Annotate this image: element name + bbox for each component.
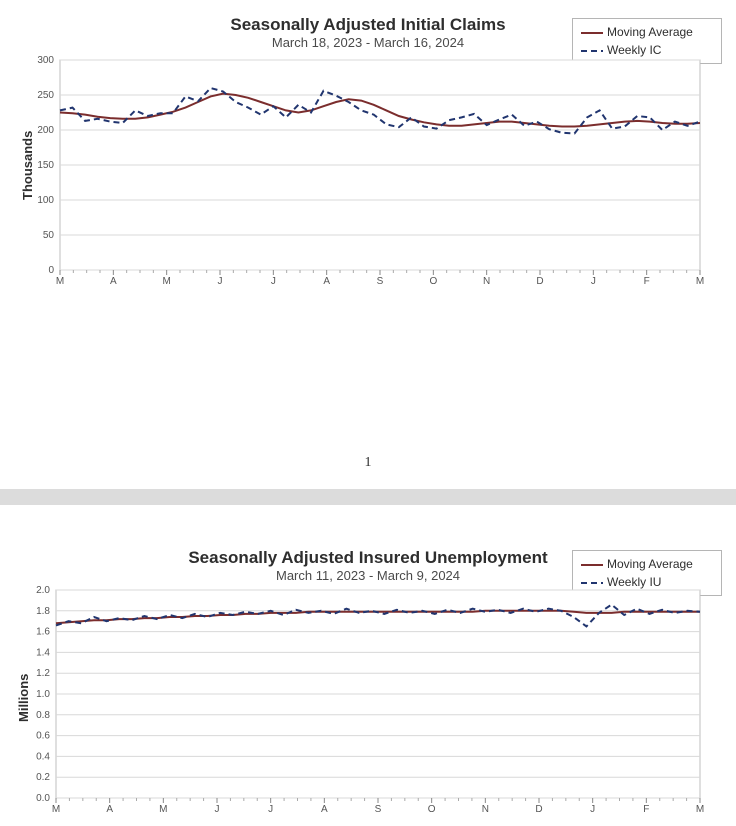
x-tick-label: J (590, 804, 595, 815)
x-tick-label: M (159, 804, 167, 815)
y-tick-label: 1.8 (36, 606, 50, 617)
x-tick-label: M (696, 276, 704, 287)
x-tick-label: J (268, 804, 273, 815)
x-tick-label: N (482, 804, 489, 815)
x-tick-label: A (321, 804, 328, 815)
y-tick-label: 150 (37, 160, 54, 171)
x-tick-label: F (643, 804, 649, 815)
x-tick-label: A (110, 276, 117, 287)
y-tick-label: 50 (43, 230, 55, 241)
y-tick-label: 0.2 (36, 772, 50, 783)
y-tick-label: 250 (37, 90, 54, 101)
x-tick-label: D (536, 276, 543, 287)
x-tick-label: A (106, 804, 113, 815)
x-tick-label: J (271, 276, 276, 287)
y-tick-label: 1.6 (36, 627, 50, 638)
page-container: Seasonally Adjusted Initial Claims March… (0, 0, 736, 826)
x-tick-label: S (377, 276, 384, 287)
charts-svg: 050100150200250300MAMJJASONDJFM0.00.20.4… (0, 0, 736, 826)
y-tick-label: 1.2 (36, 668, 50, 679)
y-tick-label: 0.8 (36, 710, 50, 721)
x-tick-label: J (215, 804, 220, 815)
y-tick-label: 1.0 (36, 689, 50, 700)
y-tick-label: 100 (37, 195, 54, 206)
x-tick-label: O (428, 804, 436, 815)
x-tick-label: J (591, 276, 596, 287)
x-tick-label: S (375, 804, 382, 815)
x-tick-label: M (56, 276, 64, 287)
x-tick-label: A (323, 276, 330, 287)
y-tick-label: 0.0 (36, 793, 50, 804)
y-tick-label: 0.4 (36, 751, 50, 762)
y-tick-label: 0.6 (36, 731, 50, 742)
x-tick-label: M (52, 804, 60, 815)
x-tick-label: F (644, 276, 650, 287)
y-tick-label: 1.4 (36, 647, 50, 658)
x-tick-label: M (162, 276, 170, 287)
x-tick-label: O (429, 276, 437, 287)
x-tick-label: N (483, 276, 490, 287)
y-tick-label: 300 (37, 55, 54, 66)
y-tick-label: 2.0 (36, 585, 50, 596)
y-tick-label: 0 (48, 265, 54, 276)
x-tick-label: D (535, 804, 542, 815)
x-tick-label: J (218, 276, 223, 287)
y-tick-label: 200 (37, 125, 54, 136)
x-tick-label: M (696, 804, 704, 815)
